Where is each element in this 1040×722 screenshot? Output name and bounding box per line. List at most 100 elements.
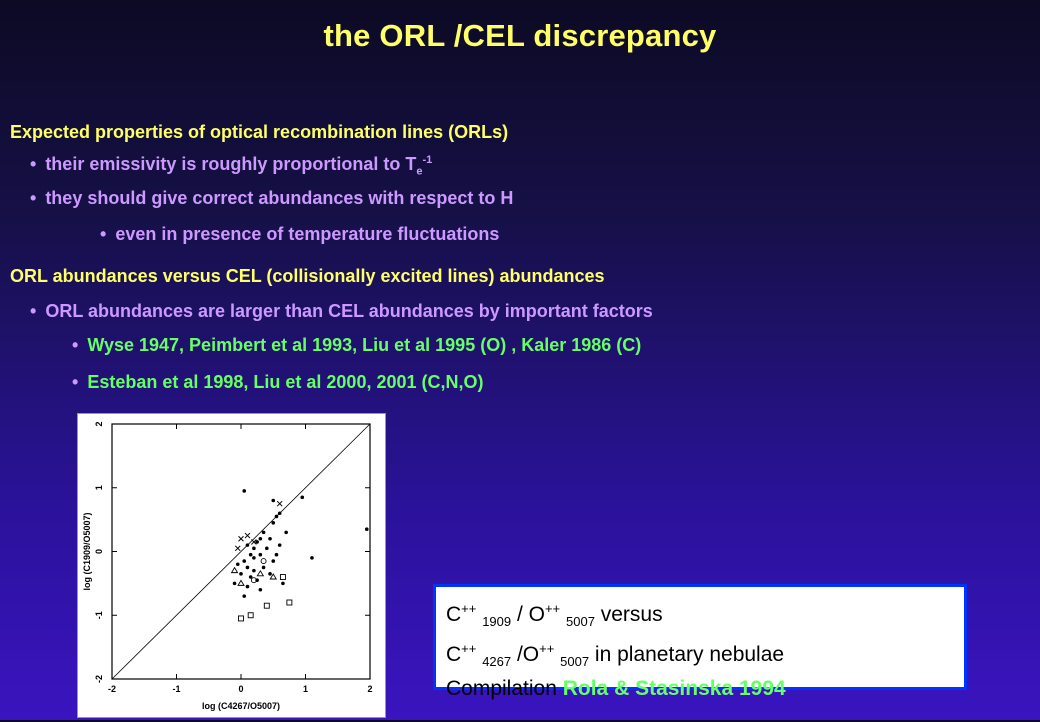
- data-point-dot: [245, 543, 250, 547]
- data-point-dot: [239, 572, 243, 576]
- x-tick-label: -1: [172, 684, 180, 694]
- data-point-square: [286, 599, 293, 606]
- caption-text: C: [446, 643, 462, 667]
- data-point-open-circle: [250, 577, 257, 584]
- data-point-dot: [248, 552, 253, 557]
- caption-sup: ++: [544, 601, 561, 616]
- y-tick-label: 0: [94, 549, 104, 554]
- x-axis-label: log (C4267/O5007): [202, 701, 280, 711]
- data-point-dot: [261, 565, 266, 570]
- bullet-dot-icon: •: [100, 224, 107, 244]
- data-point-cross: [276, 500, 283, 507]
- caption-text: Compilation: [446, 677, 563, 701]
- data-point-dot: [252, 568, 256, 573]
- data-point-dot: [252, 546, 256, 551]
- bullet2-text: they should give correct abundances with…: [45, 188, 514, 208]
- section2-bullet1-text: ORL abundances are larger than CEL abund…: [45, 301, 653, 321]
- caption-sub: 5007: [560, 654, 590, 670]
- caption-text: /O: [511, 643, 540, 667]
- y-tick-label: 2: [94, 421, 104, 426]
- caption-sup: ++: [461, 641, 477, 657]
- ref2-text: Esteban et al 1998, Liu et al 2000, 2001…: [87, 372, 484, 392]
- section2-bullet1: • ORL abundances are larger than CEL abun…: [30, 301, 653, 322]
- data-point-dot: [277, 511, 282, 516]
- caption-line-2: C++ 4267 /O++ 5007 in planetary nebulae: [446, 635, 964, 675]
- data-point-dot: [248, 575, 253, 579]
- data-point-open-circle: [260, 558, 267, 565]
- data-point-dot: [277, 543, 282, 547]
- slide-title: the ORL /CEL discrepancy: [323, 18, 717, 53]
- data-point-dot: [261, 530, 266, 535]
- caption-sup: ++: [539, 641, 555, 657]
- section1-bullet3: • even in presence of temperature fluctua…: [100, 224, 499, 245]
- data-point-dot: [364, 527, 369, 531]
- data-point-cross: [251, 539, 257, 545]
- data-point-dot: [274, 552, 279, 557]
- bullet-dot-icon: •: [30, 188, 37, 208]
- caption-sub: 1909: [482, 614, 512, 630]
- reference-line-2: • Esteban et al 1998, Liu et al 2000, 200…: [72, 372, 484, 393]
- bullet-dot-icon: •: [72, 335, 79, 355]
- bullet-dot-icon: •: [30, 154, 37, 174]
- data-point-dot: [284, 530, 288, 535]
- y-tick-label: 1: [94, 485, 104, 490]
- data-point-dot: [274, 514, 279, 519]
- data-point-square: [263, 602, 270, 609]
- section1-bullet2: • they should give correct abundances wit…: [30, 188, 513, 209]
- section1-heading: Expected properties of optical recombina…: [10, 122, 509, 142]
- data-point-dot: [258, 552, 263, 557]
- bullet1-text: their emissivity is roughly proportional…: [45, 154, 417, 174]
- x-tick-label: 0: [238, 684, 243, 694]
- data-point-triangle: [237, 579, 245, 586]
- caption-line-3: Compilation Rola & Stasinska 1994: [446, 675, 964, 702]
- caption-sup: ++: [461, 601, 477, 616]
- data-point-triangle: [230, 566, 239, 574]
- caption-text: C: [446, 603, 462, 626]
- data-point-triangle: [269, 573, 278, 580]
- data-point-dot: [232, 581, 237, 586]
- data-point-dot: [271, 559, 276, 563]
- data-point-dot: [271, 498, 276, 503]
- y-axis-label: log (C1909/O5007): [82, 512, 92, 590]
- bullet1-sup: -1: [422, 154, 433, 166]
- bullet1-sub: e: [416, 165, 423, 178]
- data-point-cross: [234, 545, 241, 552]
- y-tick-label: -1: [94, 611, 104, 619]
- figure-caption: C++ 1909 / O++ 5007 versus C++ 4267 /O++…: [433, 584, 967, 700]
- caption-sub: 4267: [482, 654, 512, 670]
- scatter-plot-svg: -2 -2 -1 -1 0 0 1 1 2 2 log (C4267/O5007) log (C190…: [82, 421, 373, 711]
- data-point-dot: [258, 587, 263, 592]
- data-point-square: [279, 574, 286, 580]
- section1-bullet1: • their emissivity is roughly proportiona…: [30, 154, 432, 178]
- data-point-dot: [242, 559, 247, 563]
- data-point-dot: [268, 572, 272, 576]
- data-point-dot: [258, 536, 263, 541]
- reference-line-1: • Wyse 1947, Peimbert et al 1993, Liu et …: [72, 335, 641, 356]
- x-tick-label: 2: [367, 684, 372, 694]
- data-point-dot: [242, 489, 247, 493]
- data-point-dot: [265, 546, 269, 551]
- data-point-cross: [238, 535, 244, 542]
- data-point-dot: [235, 562, 240, 567]
- data-point-dot: [252, 556, 256, 560]
- caption-text: / O: [511, 603, 545, 626]
- section2-heading: ORL abundances versus CEL (collisionally…: [10, 266, 605, 286]
- caption-text: in planetary nebulae: [589, 643, 785, 667]
- caption-line-1: C++ 1909 / O++ 5007 versus: [446, 595, 964, 635]
- x-tick-label: -2: [108, 684, 116, 694]
- bullet-dot-icon: •: [30, 301, 37, 321]
- data-point-dot: [245, 584, 250, 589]
- data-point-dot: [242, 594, 247, 598]
- data-point-square: [247, 612, 254, 619]
- data-point-triangle: [256, 569, 265, 577]
- data-point-dot: [268, 536, 272, 541]
- data-point-cross: [244, 532, 251, 539]
- data-point-dot: [255, 540, 259, 544]
- data-point-dot: [245, 565, 250, 570]
- ref1-text: Wyse 1947, Peimbert et al 1993, Liu et a…: [87, 335, 642, 355]
- data-point-dot: [271, 521, 276, 525]
- y-tick-label: -2: [94, 675, 104, 683]
- data-point-square: [238, 615, 244, 622]
- caption-citation: Rola & Stasinska 1994: [562, 677, 786, 701]
- bullet3-text: even in presence of temperature fluctuat…: [115, 224, 500, 244]
